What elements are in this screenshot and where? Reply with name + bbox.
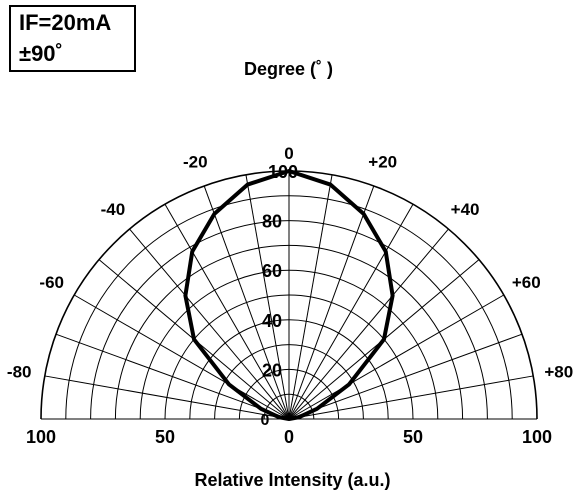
angle-tick-label: +80 [544, 362, 573, 381]
grid-spoke [44, 375, 290, 420]
grid-spoke [55, 333, 290, 420]
legend-box: IF=20mA ±90˚ [9, 5, 136, 72]
curve-layer [183, 169, 395, 421]
legend-current-label: IF=20mA [19, 10, 112, 35]
x-tick-label: 100 [26, 427, 56, 447]
x-tick-label: 50 [155, 427, 175, 447]
x-tick-label: 0 [284, 427, 294, 447]
radial-tick-label: 80 [262, 212, 282, 232]
angle-tick-label: +60 [512, 273, 541, 292]
grid-spoke [288, 185, 375, 420]
grid-spoke [164, 203, 290, 420]
legend-angle-label: ±90˚ [19, 41, 63, 66]
center-label: 0 [261, 412, 270, 429]
grid-spoke [288, 203, 414, 420]
angle-tick-label: -60 [39, 273, 64, 292]
grid-spoke [73, 294, 290, 420]
radial-tick-label: 40 [262, 311, 282, 331]
x-tick-label: 50 [403, 427, 423, 447]
grid-spoke [288, 333, 523, 420]
grid-spoke [288, 228, 449, 420]
angle-tick-label: -40 [101, 200, 126, 219]
angle-tick-label: +20 [368, 153, 397, 172]
grid-spoke [288, 174, 333, 420]
grid-spoke [245, 174, 290, 420]
x-axis-label: Relative Intensity (a.u.) [194, 470, 391, 490]
grid-spoke [288, 375, 534, 420]
grid-spoke [203, 185, 290, 420]
chart-title: Degree (˚ ) [244, 59, 334, 79]
radial-tick-label: 100 [268, 162, 298, 182]
grid-spoke [288, 294, 505, 420]
radial-tick-label: 20 [262, 360, 282, 380]
labels: -80-60-40-20 0 +20+40+60+80204060801000100… [7, 144, 573, 447]
grid-spoke [129, 228, 290, 420]
angle-tick-label: +40 [451, 200, 480, 219]
radial-tick-label: 60 [262, 261, 282, 281]
angle-tick-label: -20 [183, 153, 208, 172]
intensity-curve [183, 169, 395, 421]
grid [40, 170, 538, 420]
x-tick-label: 100 [522, 427, 552, 447]
angle-tick-label: -80 [7, 362, 32, 381]
angle-tick-label: 0 [284, 144, 293, 163]
